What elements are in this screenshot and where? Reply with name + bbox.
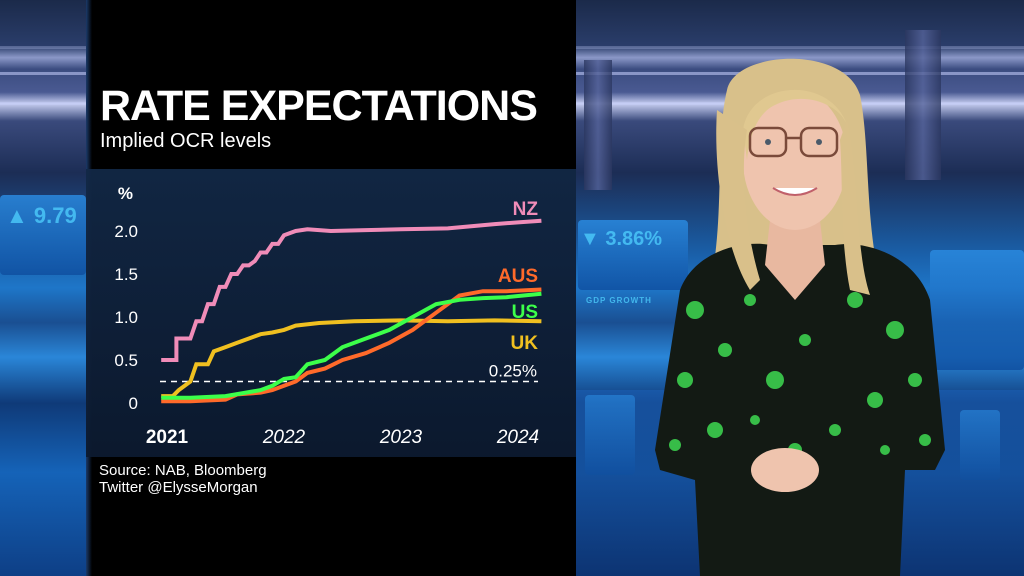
y-tick-label: 1.5: [114, 265, 138, 284]
x-tick-label: 2023: [379, 427, 423, 448]
series-label-nz: NZ: [513, 199, 539, 220]
series-label-uk: UK: [511, 333, 539, 354]
y-tick-label: 1.0: [114, 308, 138, 327]
source-note: Source: NAB, Bloomberg Twitter @ElysseMo…: [99, 462, 267, 496]
credit-text: Twitter @ElysseMorgan: [99, 479, 258, 496]
graphic-title: RATE EXPECTATIONS: [100, 82, 538, 130]
graphic-panel: RATE EXPECTATIONS Implied OCR levels % 0 0…: [86, 0, 576, 576]
background-screen: [578, 220, 688, 290]
background-screen: [0, 195, 86, 275]
x-tick-label: 2022: [262, 427, 306, 448]
series-line-nz: [161, 218, 542, 362]
y-axis-unit: %: [118, 184, 133, 203]
background-screen: [960, 410, 1000, 480]
ticker-text: ▲ 9.79: [6, 203, 77, 228]
source-text: Source: NAB, Bloomberg: [99, 462, 267, 479]
studio-pillar: [905, 30, 941, 180]
y-tick-label: 2.0: [114, 222, 138, 241]
line-chart: % 0 0.5 1.0 1.5 2.0 2021 2022 2023 2024 0.25% NZ…: [114, 184, 542, 448]
series-line-uk: [161, 318, 542, 399]
series-label-aus: AUS: [498, 266, 538, 287]
y-tick-label: 0: [129, 394, 138, 413]
ticker-label: GDP GROWTH: [586, 296, 652, 305]
series-label-us: US: [512, 302, 538, 323]
studio-pillar: [584, 60, 612, 190]
y-tick-label: 0.5: [114, 351, 138, 370]
presenter-figure: [655, 58, 945, 576]
background-screen: [585, 395, 635, 475]
background-screen: [930, 250, 1024, 370]
chart-area: % 0 0.5 1.0 1.5 2.0 2021 2022 2023 2024 0.25% NZ…: [86, 169, 576, 457]
series-line-us: [161, 291, 542, 400]
x-tick-label: 2024: [496, 427, 539, 448]
graphic-subtitle: Implied OCR levels: [100, 130, 272, 152]
reference-line-label: 0.25%: [489, 362, 537, 381]
ticker-text: ▼ 3.86%: [580, 228, 663, 250]
x-tick-label: 2021: [146, 427, 189, 448]
